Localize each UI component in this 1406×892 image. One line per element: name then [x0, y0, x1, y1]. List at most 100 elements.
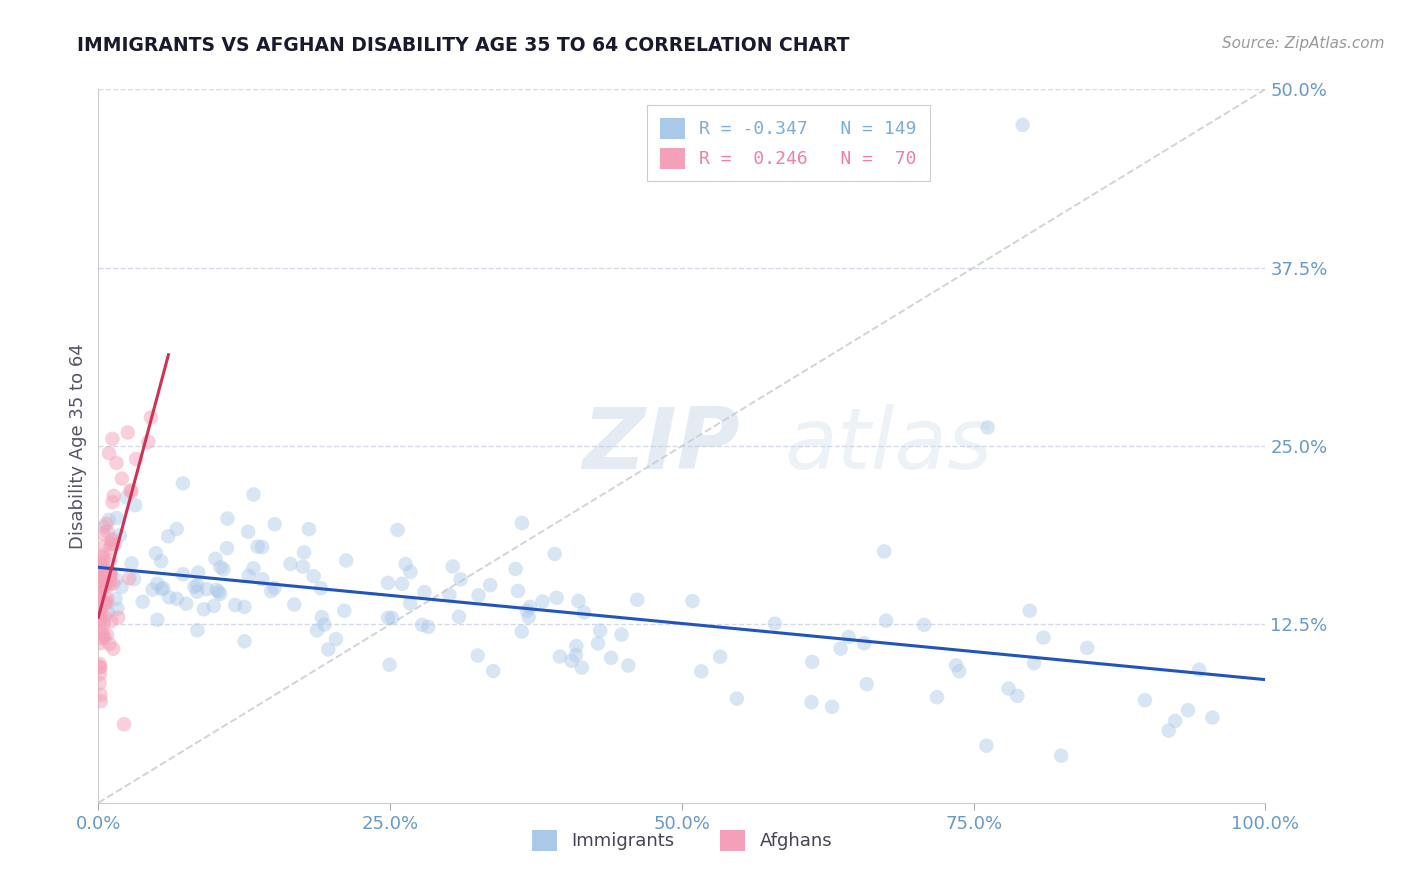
Point — [912, 617, 935, 632]
Point — [172, 567, 194, 582]
Point — [98, 567, 121, 582]
Point — [96, 628, 118, 642]
Point — [172, 476, 194, 491]
Point — [505, 562, 527, 576]
Text: atlas: atlas — [785, 404, 993, 488]
Point — [89, 666, 111, 681]
Point — [224, 598, 246, 612]
Point — [93, 615, 115, 630]
Point — [97, 606, 120, 620]
Point — [98, 541, 121, 555]
Point — [98, 554, 121, 568]
Point — [94, 595, 117, 609]
Point — [202, 599, 225, 613]
Point — [298, 522, 321, 536]
Point — [103, 533, 125, 547]
Point — [100, 533, 122, 548]
Point — [166, 591, 188, 606]
Point — [122, 572, 145, 586]
Point — [152, 581, 174, 595]
Point — [681, 594, 703, 608]
Point — [93, 632, 115, 646]
Point — [439, 588, 461, 602]
Point — [291, 559, 314, 574]
Point — [212, 562, 235, 576]
Point — [543, 547, 565, 561]
Point — [157, 529, 180, 543]
Point — [101, 576, 124, 591]
Text: IMMIGRANTS VS AFGHAN DISABILITY AGE 35 TO 64 CORRELATION CHART: IMMIGRANTS VS AFGHAN DISABILITY AGE 35 T… — [77, 36, 849, 54]
Point — [97, 524, 120, 539]
Point — [131, 595, 153, 609]
Point — [100, 568, 122, 582]
Point — [1022, 656, 1045, 670]
Point — [1157, 723, 1180, 738]
Point — [377, 611, 399, 625]
Point — [93, 581, 115, 595]
Point — [325, 632, 347, 647]
Point — [418, 620, 440, 634]
Point — [94, 609, 117, 624]
Point — [1011, 118, 1033, 132]
Point — [875, 614, 897, 628]
Point — [120, 483, 142, 498]
Point — [90, 549, 112, 563]
Point — [1076, 640, 1098, 655]
Point — [89, 613, 111, 627]
Point — [111, 472, 134, 486]
Point — [89, 657, 111, 671]
Point — [93, 550, 115, 565]
Point — [238, 568, 260, 582]
Point — [93, 553, 115, 567]
Point — [548, 649, 571, 664]
Point — [124, 498, 146, 512]
Point — [89, 660, 111, 674]
Point — [110, 580, 132, 594]
Point — [98, 566, 121, 580]
Point — [89, 586, 111, 600]
Point — [166, 522, 188, 536]
Point — [565, 648, 588, 662]
Point — [100, 567, 122, 582]
Point — [93, 628, 115, 642]
Point — [115, 491, 138, 505]
Point — [242, 561, 264, 575]
Point — [108, 528, 131, 542]
Point — [976, 420, 998, 434]
Point — [205, 582, 228, 597]
Point — [801, 655, 824, 669]
Point — [1177, 703, 1199, 717]
Point — [100, 614, 122, 628]
Point — [89, 585, 111, 599]
Point — [89, 660, 111, 674]
Point — [252, 572, 274, 586]
Point — [378, 657, 401, 672]
Point — [186, 578, 208, 592]
Point — [93, 563, 115, 577]
Point — [821, 699, 844, 714]
Point — [96, 596, 118, 610]
Point — [610, 627, 633, 641]
Point — [314, 617, 336, 632]
Point — [98, 574, 121, 589]
Point — [302, 569, 325, 583]
Point — [97, 579, 120, 593]
Point — [91, 624, 114, 639]
Point — [925, 690, 948, 705]
Point — [174, 597, 197, 611]
Point — [830, 641, 852, 656]
Point — [187, 566, 209, 580]
Point — [531, 594, 554, 608]
Point — [89, 676, 111, 690]
Point — [510, 516, 533, 530]
Point — [120, 484, 142, 499]
Point — [150, 582, 173, 597]
Point — [207, 584, 229, 599]
Point — [107, 610, 129, 624]
Point — [1133, 693, 1156, 707]
Point — [690, 665, 713, 679]
Point — [157, 591, 180, 605]
Point — [105, 511, 128, 525]
Point — [246, 540, 269, 554]
Point — [100, 537, 122, 551]
